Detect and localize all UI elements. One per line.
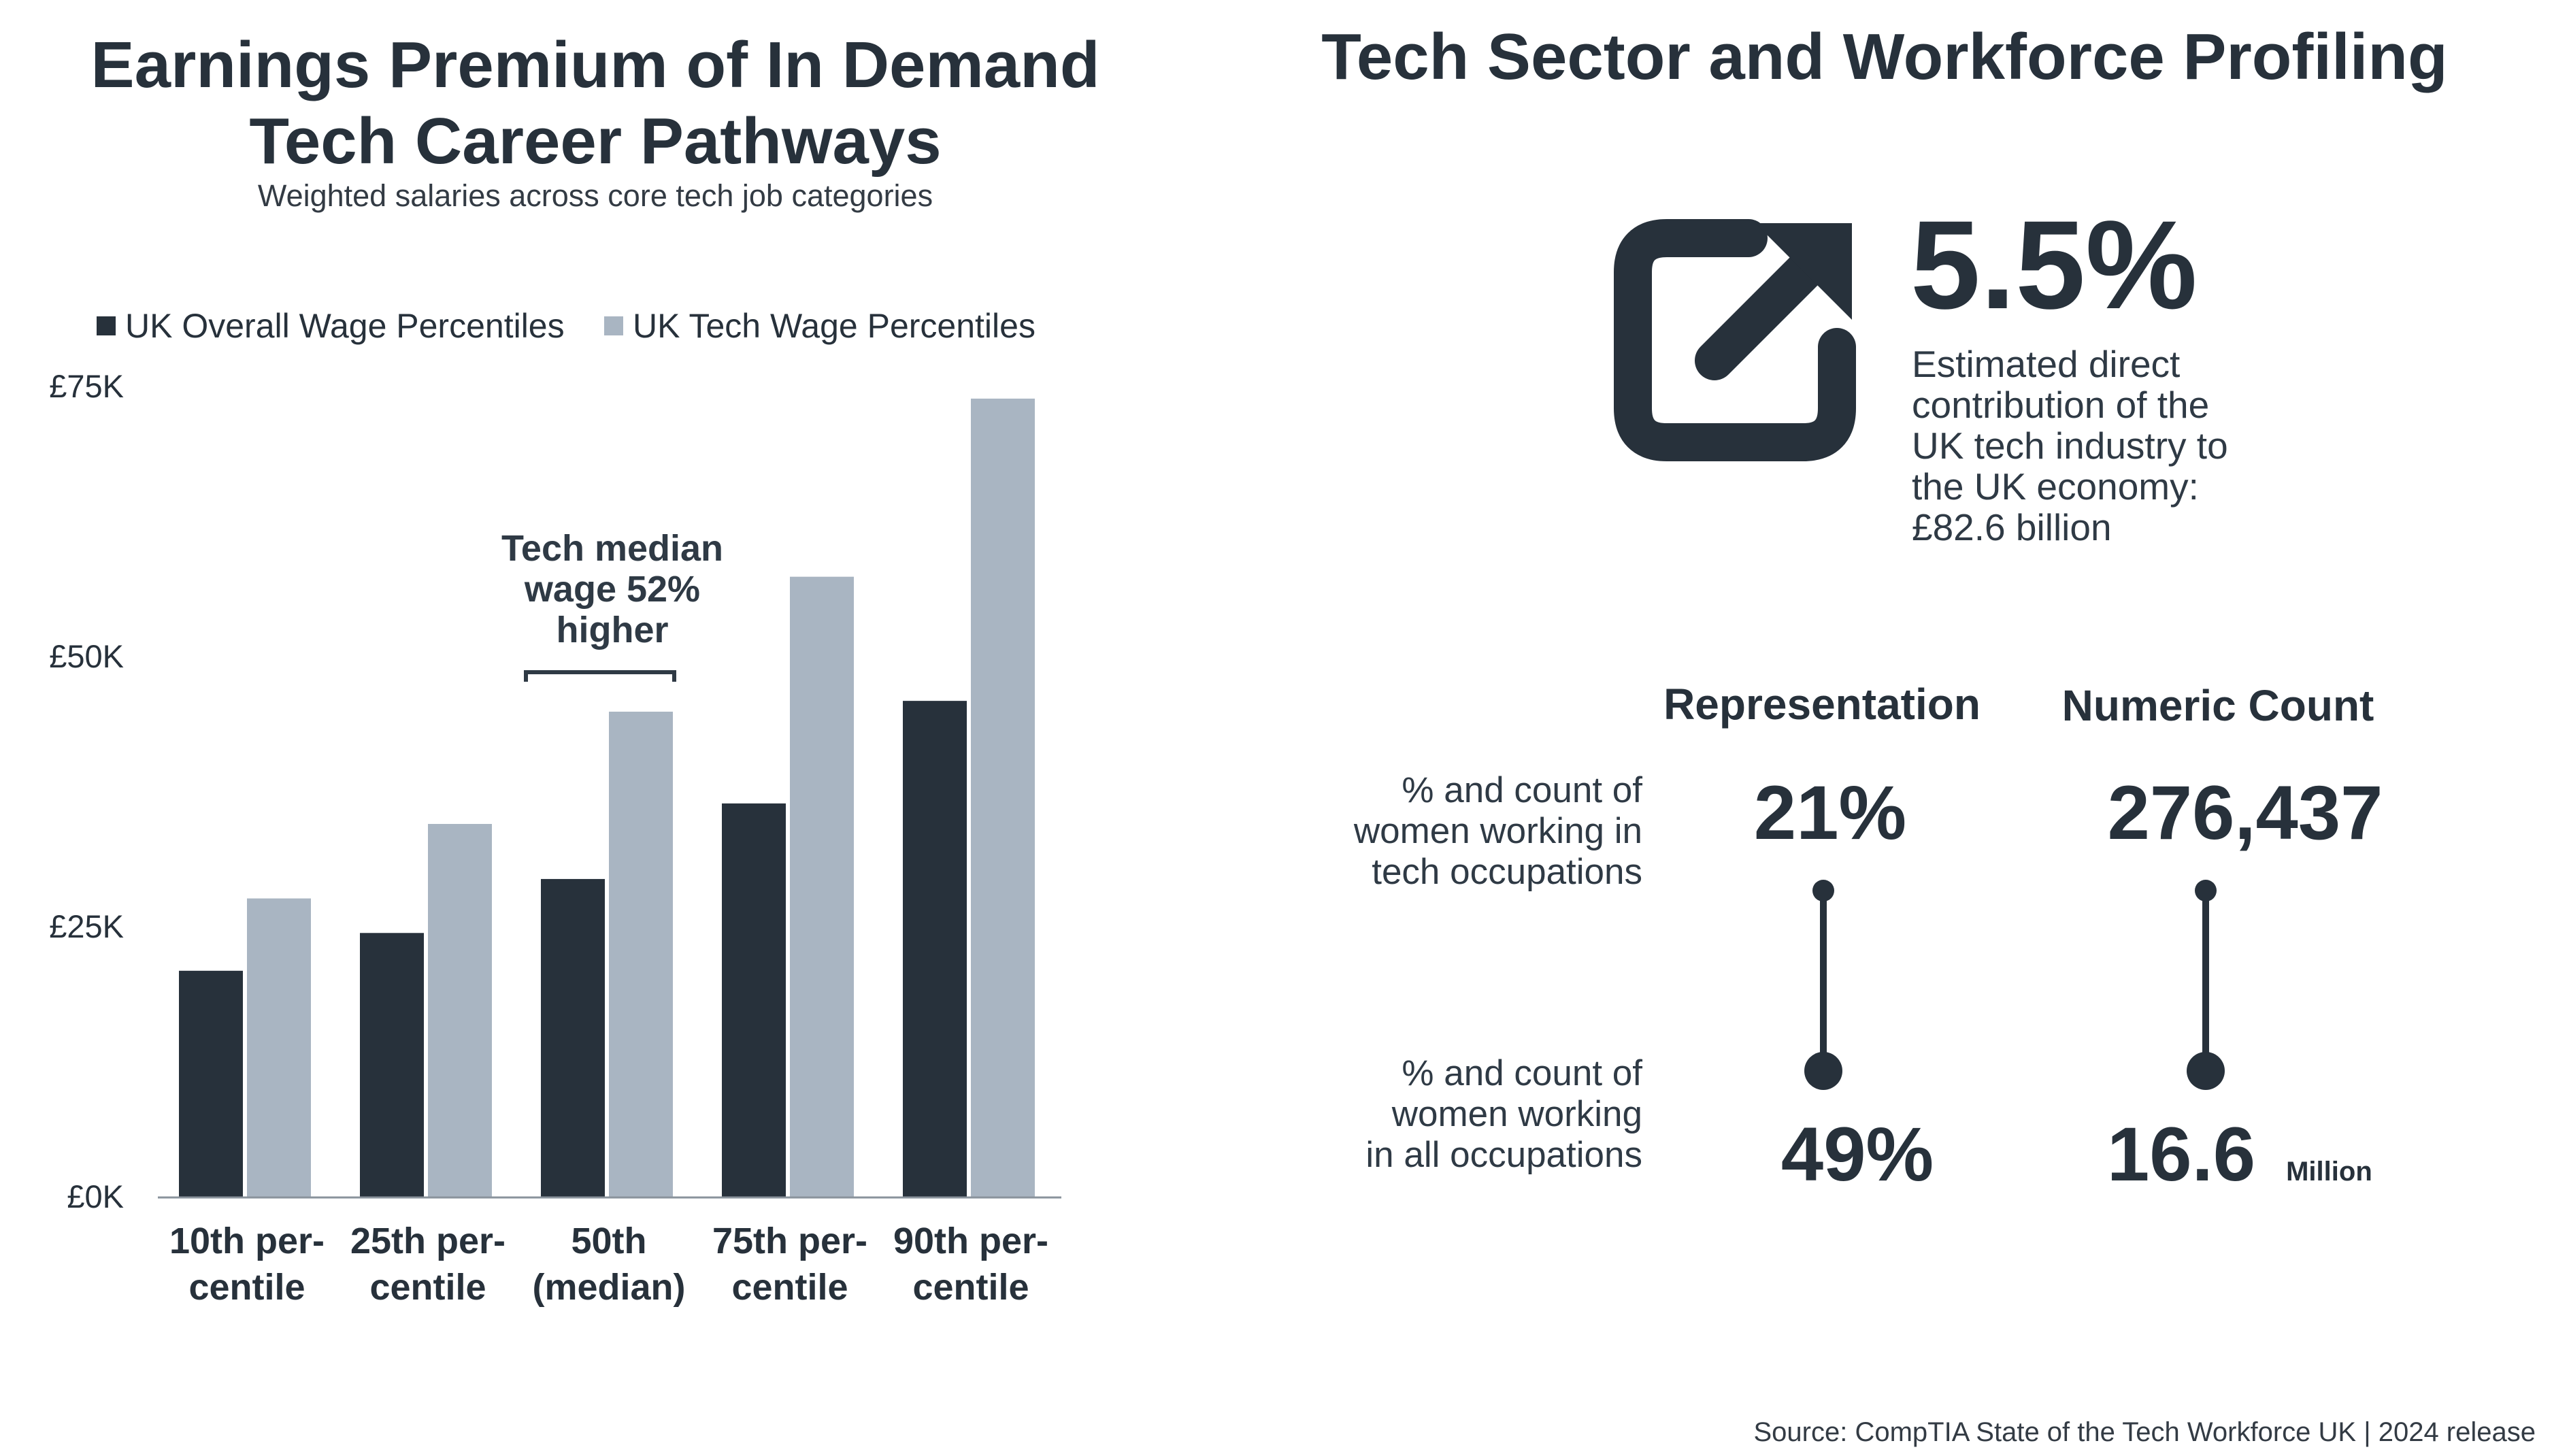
bar-tech [428,824,492,1197]
bar-overall [541,878,605,1197]
bar-overall [903,701,967,1197]
x-tick-line: centile [188,1267,305,1308]
tech-women-percent: 21% [1753,770,1907,855]
bar-overall [360,933,424,1197]
bar-tech [790,576,854,1197]
legend-item-overall: UK Overall Wage Percentiles [97,306,565,346]
x-tick-label: 90th per- centile [876,1218,1066,1310]
x-tick-label: 10th per- centile [152,1218,342,1310]
bar-chart [158,398,1061,1199]
row-label-line: tech occupations [1372,852,1642,892]
x-tick-line: 25th per- [350,1221,506,1261]
x-tick-label: 50th (median) [514,1218,704,1310]
description-line: Estimated direct [1912,343,2181,385]
x-tick-line: 50th [571,1221,647,1261]
x-tick-line: 90th per- [893,1221,1049,1261]
bar-tech [971,398,1035,1197]
row-label-line: % and count of [1402,1053,1642,1093]
description-line: UK tech industry to [1912,425,2228,467]
profile-title: Tech Sector and Workforce Profiling [1321,20,2448,93]
chart-title-line1: Earnings Premium of In Demand [90,29,1100,101]
dumbbell-representation [1804,880,1842,1090]
all-women-percent: 49% [1780,1112,1934,1197]
x-tick-label: 25th per- centile [333,1218,523,1310]
row-label-line: % and count of [1402,770,1642,810]
description-line: contribution of the [1912,384,2210,426]
tech-women-count: 276,437 [2107,770,2383,855]
all-women-count-unit: Million [2286,1157,2372,1187]
annotation-line: Tech median [501,528,724,569]
headline-description: Estimated direct contribution of the UK … [1912,344,2228,548]
dumbbell-count [2187,880,2225,1090]
y-tick-label: £25K [49,908,124,944]
legend-label-tech: UK Tech Wage Percentiles [633,307,1035,345]
all-women-count: 16.6 Million [2107,1110,2372,1198]
chart-title-line2: Tech Career Pathways [249,105,942,178]
y-tick-label: £0K [67,1178,124,1214]
legend-swatch-tech [604,316,623,335]
x-tick-line: 10th per- [169,1221,325,1261]
description-line: the UK economy: [1912,465,2199,508]
chart-title: Earnings Premium of In Demand Tech Caree… [0,27,1191,180]
annotation-line: wage 52% [524,569,701,610]
row-label-all: % and count of women working in all occu… [1302,1053,1642,1176]
y-tick-label: £75K [49,368,124,404]
y-tick-label: £50K [49,638,124,674]
source-note: Source: CompTIA State of the Tech Workfo… [1753,1417,2536,1447]
description-line: £82.6 billion [1912,506,2112,548]
column-header-representation: Representation [1663,680,1981,729]
legend-item-tech: UK Tech Wage Percentiles [604,306,1035,346]
x-tick-line: centile [731,1267,848,1308]
row-label-line: in all occupations [1365,1135,1642,1175]
legend-swatch-overall [97,316,116,335]
column-header-count: Numeric Count [2061,681,2374,730]
bar-tech [247,898,311,1197]
x-tick-line: (median) [532,1267,686,1308]
row-label-tech: % and count of women working in tech occ… [1302,770,1642,893]
median-annotation: Tech median wage 52% higher [469,528,755,650]
x-tick-line: 75th per- [712,1221,868,1261]
annotation-line: higher [556,610,669,650]
annotation-bracket [524,670,676,682]
external-link-arrow-icon [1614,219,1856,461]
headline-value: 5.5% [1910,195,2198,335]
chart-subtitle: Weighted salaries across core tech job c… [257,178,933,213]
x-tick-line: centile [912,1267,1029,1308]
row-label-line: women working in [1353,811,1642,851]
all-women-count-value: 16.6 [2107,1112,2255,1197]
bar-overall [179,970,243,1197]
bar-overall [722,803,786,1197]
x-tick-line: centile [369,1267,486,1308]
legend-label-overall: UK Overall Wage Percentiles [125,307,565,345]
bar-tech [609,712,673,1197]
row-label-line: women working [1391,1094,1642,1134]
x-tick-label: 75th per- centile [695,1218,885,1310]
